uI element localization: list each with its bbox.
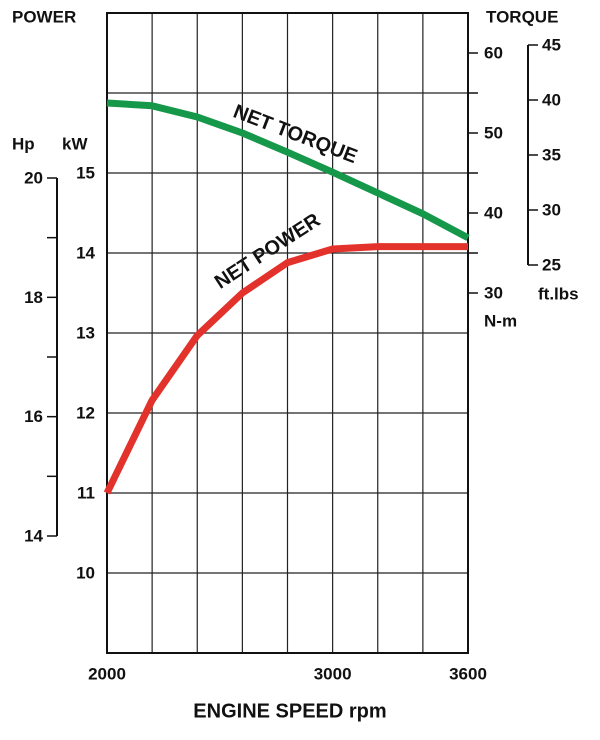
plot-frame (106, 12, 469, 654)
hp-tick-label: 20 (24, 168, 43, 187)
ftlbs-tick-label: 45 (542, 35, 561, 54)
y2-tick-label: 50 (484, 123, 503, 142)
y-tick-label: 14 (76, 243, 95, 262)
nm-label: N-m (484, 311, 517, 330)
x-tick-label: 3600 (449, 664, 487, 683)
y2-tick-label: 30 (484, 283, 503, 302)
y-tick-label: 12 (76, 403, 95, 422)
x-tick-label: 2000 (88, 664, 126, 683)
y2-tick-label: 60 (484, 43, 503, 62)
torque-title: TORQUE (486, 7, 558, 26)
hp-tick-label: 18 (24, 288, 43, 307)
series-line (106, 99, 470, 241)
y-tick-label: 10 (76, 563, 95, 582)
x-tick-label: 3000 (314, 664, 352, 683)
y-tick-label: 15 (76, 163, 95, 182)
x-axis-title: ENGINE SPEED rpm (193, 700, 386, 722)
ftlbs-tick-label: 40 (542, 90, 561, 109)
ftlbs-tick-label: 25 (542, 255, 561, 274)
series-line (103, 243, 468, 495)
y-tick-label: 13 (76, 323, 95, 342)
ftlbs-tick-label: 30 (542, 200, 561, 219)
kw-label: kW (62, 134, 88, 153)
y-tick-label: 11 (77, 483, 95, 502)
ftlbs-tick-label: 35 (542, 145, 561, 164)
hp-label: Hp (12, 134, 35, 153)
y2-tick-label: 40 (484, 203, 503, 222)
hp-tick-label: 14 (24, 526, 43, 545)
power-annotation: NET POWER (211, 209, 325, 294)
hp-tick-label: 16 (24, 407, 43, 426)
ftlbs-label: ft.lbs (538, 284, 579, 303)
power-title: POWER (12, 7, 76, 26)
